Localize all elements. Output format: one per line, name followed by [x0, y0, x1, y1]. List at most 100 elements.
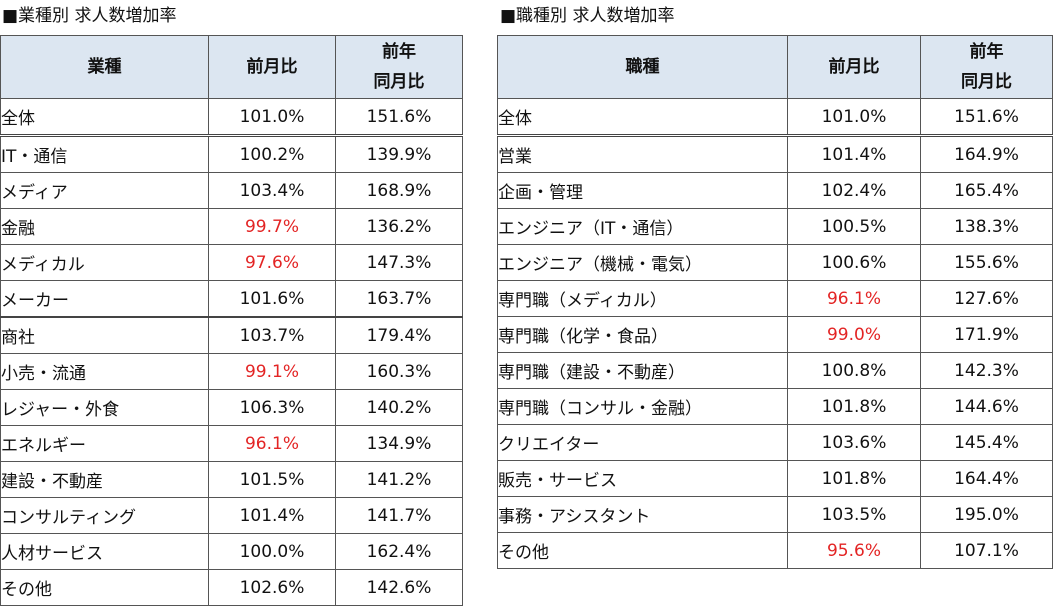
table-row: コンサルティング 101.4% 141.7% [0, 497, 463, 534]
row-label: 専門職（コンサル・金融） [497, 388, 788, 425]
year-over-year-value: 107.1% [920, 532, 1053, 569]
header-month-over-month: 前月比 [787, 35, 921, 99]
year-over-year-value: 160.3% [335, 353, 463, 390]
header-yoy-line2: 同月比 [373, 72, 425, 92]
year-over-year-value: 140.2% [335, 389, 463, 426]
row-label: 営業 [497, 134, 788, 173]
year-over-year-value: 139.9% [335, 134, 463, 173]
row-label: 販売・サービス [497, 460, 788, 497]
month-over-month-value: 106.3% [208, 389, 336, 426]
row-label: 専門職（建設・不動産） [497, 352, 788, 389]
year-over-year-value: 147.3% [335, 244, 463, 281]
row-label: レジャー・外食 [0, 389, 209, 426]
month-over-month-value: 99.1% [208, 353, 336, 390]
table-row: 人材サービス 100.0% 162.4% [0, 533, 463, 570]
month-over-month-value: 101.8% [787, 388, 921, 425]
year-over-year-value: 144.6% [920, 388, 1053, 425]
row-label: 建設・不動産 [0, 461, 209, 498]
year-over-year-value: 164.9% [920, 134, 1053, 173]
table-row: 企画・管理 102.4% 165.4% [497, 172, 1053, 209]
table-row: 専門職（メディカル） 96.1% 127.6% [497, 280, 1053, 317]
table-row: エンジニア（IT・通信） 100.5% 138.3% [497, 208, 1053, 245]
occupation-table-body: 全体 101.0% 151.6% 営業 101.4% 164.9% 企画・管理 102.4% 1… [497, 98, 1053, 569]
table-row: エンジニア（機械・電気） 100.6% 155.6% [497, 244, 1053, 281]
month-over-month-value: 99.7% [208, 208, 336, 245]
header-category: 業種 [0, 35, 209, 99]
year-over-year-value: 142.6% [335, 569, 463, 606]
header-yoy-line2: 同月比 [961, 72, 1012, 92]
table-row: 専門職（コンサル・金融） 101.8% 144.6% [497, 388, 1053, 425]
month-over-month-value: 101.5% [208, 461, 336, 498]
table-row: クリエイター 103.6% 145.4% [497, 424, 1053, 461]
occupation-table-title: ■職種別 求人数増加率 [500, 6, 675, 26]
table-row: その他 95.6% 107.1% [497, 532, 1053, 569]
row-label: 企画・管理 [497, 172, 788, 209]
year-over-year-value: 136.2% [335, 208, 463, 245]
month-over-month-value: 100.8% [787, 352, 921, 389]
month-over-month-value: 101.4% [787, 134, 921, 173]
row-label: その他 [497, 532, 788, 569]
row-label: クリエイター [497, 424, 788, 461]
month-over-month-value: 101.0% [787, 98, 921, 136]
table-row: その他 102.6% 142.6% [0, 569, 463, 606]
table-row: エネルギー 96.1% 134.9% [0, 425, 463, 462]
year-over-year-value: 155.6% [920, 244, 1053, 281]
year-over-year-value: 134.9% [335, 425, 463, 462]
table-row: 金融 99.7% 136.2% [0, 208, 463, 245]
table-row: 営業 101.4% 164.9% [497, 134, 1053, 173]
month-over-month-value: 102.4% [787, 172, 921, 209]
year-over-year-value: 138.3% [920, 208, 1053, 245]
table-row: 事務・アシスタント 103.5% 195.0% [497, 496, 1053, 533]
month-over-month-value: 101.8% [787, 460, 921, 497]
year-over-year-value: 141.2% [335, 461, 463, 498]
year-over-year-value: 171.9% [920, 316, 1053, 353]
table-header-row: 業種 前月比 前年 同月比 [0, 35, 463, 99]
table-row: 全体 101.0% 151.6% [0, 98, 463, 136]
row-label: コンサルティング [0, 497, 209, 534]
header-yoy-line1: 前年 [382, 42, 416, 62]
header-month-over-month: 前月比 [208, 35, 336, 99]
table-row: メディア 103.4% 168.9% [0, 172, 463, 209]
month-over-month-value: 96.1% [787, 280, 921, 317]
month-over-month-value: 100.2% [208, 134, 336, 173]
table-row: 建設・不動産 101.5% 141.2% [0, 461, 463, 498]
row-label: 事務・アシスタント [497, 496, 788, 533]
table-row: IT・通信 100.2% 139.9% [0, 134, 463, 173]
month-over-month-value: 97.6% [208, 244, 336, 281]
table-row: 全体 101.0% 151.6% [497, 98, 1053, 136]
month-over-month-value: 96.1% [208, 425, 336, 462]
table-row: 商社 103.7% 179.4% [0, 316, 463, 354]
table-header-row: 職種 前月比 前年 同月比 [497, 35, 1053, 99]
row-label: 専門職（メディカル） [497, 280, 788, 317]
month-over-month-value: 100.6% [787, 244, 921, 281]
table-row: メディカル 97.6% 147.3% [0, 244, 463, 281]
month-over-month-value: 100.0% [208, 533, 336, 570]
year-over-year-value: 165.4% [920, 172, 1053, 209]
table-row: レジャー・外食 106.3% 140.2% [0, 389, 463, 426]
table-row: 専門職（建設・不動産） 100.8% 142.3% [497, 352, 1053, 389]
year-over-year-value: 179.4% [335, 316, 463, 354]
row-label: 全体 [0, 98, 209, 136]
row-label: エンジニア（IT・通信） [497, 208, 788, 245]
header-year-over-year: 前年 同月比 [335, 35, 463, 99]
month-over-month-value: 101.6% [208, 280, 336, 318]
row-label: 商社 [0, 316, 209, 354]
year-over-year-value: 151.6% [335, 98, 463, 136]
header-yoy-line1: 前年 [969, 42, 1004, 62]
year-over-year-value: 145.4% [920, 424, 1053, 461]
month-over-month-value: 99.0% [787, 316, 921, 353]
year-over-year-value: 168.9% [335, 172, 463, 209]
month-over-month-value: 103.6% [787, 424, 921, 461]
row-label: 人材サービス [0, 533, 209, 570]
year-over-year-value: 164.4% [920, 460, 1053, 497]
month-over-month-value: 101.0% [208, 98, 336, 136]
row-label: メディア [0, 172, 209, 209]
year-over-year-value: 127.6% [920, 280, 1053, 317]
row-label: IT・通信 [0, 134, 209, 173]
month-over-month-value: 103.4% [208, 172, 336, 209]
month-over-month-value: 101.4% [208, 497, 336, 534]
table-row: メーカー 101.6% 163.7% [0, 280, 463, 318]
row-label: 金融 [0, 208, 209, 245]
year-over-year-value: 195.0% [920, 496, 1053, 533]
header-category: 職種 [497, 35, 788, 99]
